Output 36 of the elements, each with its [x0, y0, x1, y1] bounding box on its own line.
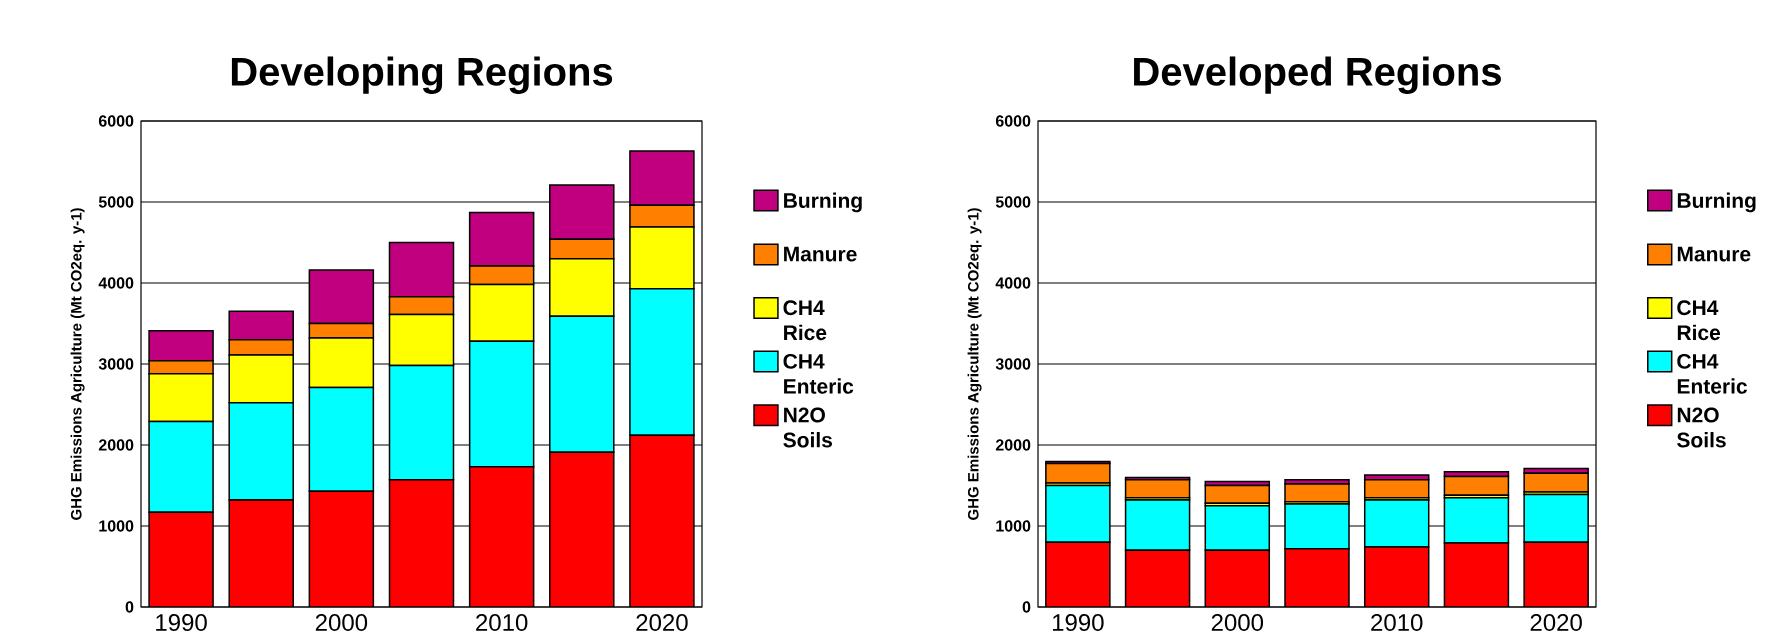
y-tick-label: 0 [1022, 601, 1031, 613]
chart-title: Developing Regions [231, 56, 613, 95]
y-axis-title: GHG Emissions Agriculture (Mt CO2eq. y-1) [967, 208, 982, 521]
y-tick-label: 6000 [98, 115, 134, 127]
legend-label: Burning [784, 192, 862, 213]
legend-label: Manure [784, 246, 857, 262]
legend-label: CH4 Rice [1677, 300, 1721, 341]
y-tick-label: 2000 [98, 439, 134, 451]
legend-label: CH4 Enteric [1677, 354, 1747, 394]
x-tick-label: 1990 [1052, 614, 1104, 632]
y-tick-label: 1000 [99, 520, 134, 532]
x-tick-label: 2010 [476, 614, 528, 632]
y-axis-title: GHG Emissions Agriculture (Mt CO2eq. y-1) [70, 208, 85, 521]
y-tick-label: 4000 [995, 277, 1031, 289]
x-tick-label: 2000 [315, 614, 368, 632]
y-tick-label: 5000 [98, 196, 134, 208]
legend-label: N2O Soils [1677, 407, 1726, 448]
x-tick-label: 2020 [1530, 614, 1582, 632]
legend-label: Burning [1677, 192, 1756, 213]
legend-label: N2O Soils [783, 407, 833, 448]
chart-title: Developed Regions [1134, 56, 1501, 95]
legend-label: CH4 Enteric [783, 354, 854, 394]
y-tick-label: 5000 [995, 196, 1031, 208]
y-tick-label: 4000 [98, 277, 134, 289]
y-tick-label: 1000 [996, 520, 1031, 532]
x-tick-label: 2010 [1371, 614, 1423, 632]
y-tick-label: 0 [125, 601, 134, 613]
legend-label: Manure [1677, 246, 1751, 262]
x-tick-label: 2000 [1211, 614, 1264, 632]
x-tick-label: 1990 [156, 614, 207, 632]
y-tick-label: 6000 [995, 115, 1031, 127]
y-tick-label: 2000 [995, 439, 1031, 451]
y-tick-label: 3000 [98, 358, 134, 370]
legend-label: CH4 Rice [783, 300, 827, 341]
x-tick-label: 2020 [636, 614, 688, 632]
y-tick-label: 3000 [995, 358, 1031, 370]
